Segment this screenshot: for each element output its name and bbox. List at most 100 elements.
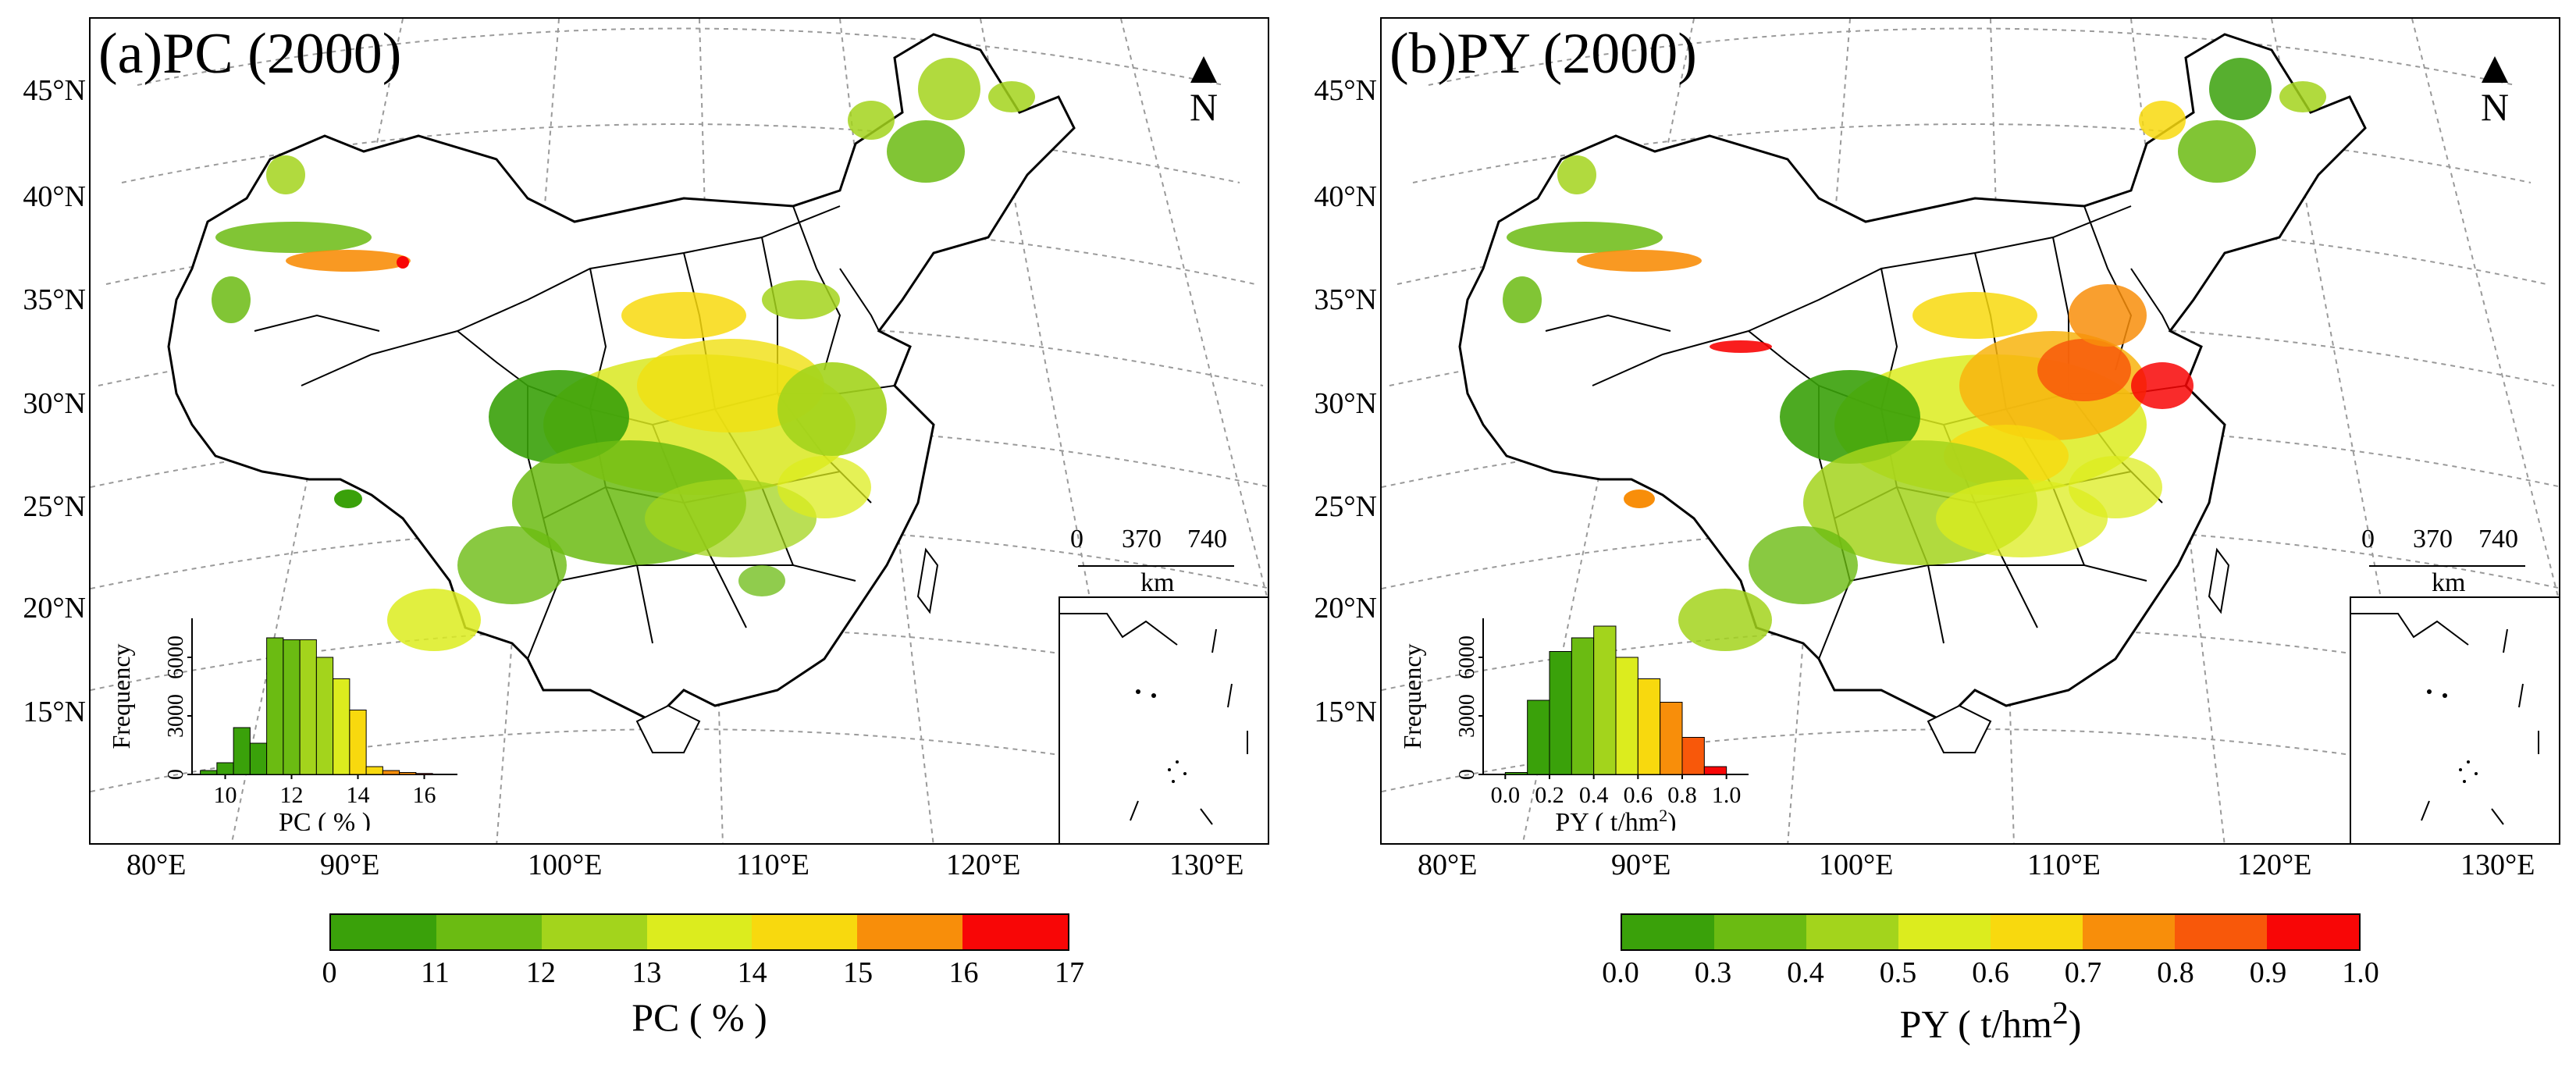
histogram-bar xyxy=(399,772,417,775)
pc-pixels xyxy=(212,58,1035,651)
legend-swatch xyxy=(541,915,647,949)
histogram-bar xyxy=(1504,772,1528,775)
histogram-bar xyxy=(1527,699,1550,775)
histogram-bar xyxy=(216,762,234,775)
x-tick-label: 0.6 xyxy=(1624,782,1653,808)
lon-label: 80°E xyxy=(126,849,187,881)
legend-swatch xyxy=(646,915,753,949)
legend-colorbar xyxy=(1621,913,2361,951)
legend-swatch xyxy=(2083,915,2175,949)
lat-label: 35°N xyxy=(23,283,86,316)
legend-title: PY ( t/hm2) xyxy=(1899,995,2082,1046)
y-tick-label: 3000 xyxy=(1455,694,1479,738)
lat-label: 30°N xyxy=(1314,387,1377,420)
map-panel-b: (b)PY (2000) N 0 370 740 km 0 3000 6000 Fre… xyxy=(1380,17,2560,845)
lat-label: 30°N xyxy=(23,387,86,420)
lon-label: 120°E xyxy=(946,849,1021,881)
x-tick-label: 10 xyxy=(214,782,237,808)
legend-title: PC ( % ) xyxy=(632,995,767,1039)
histogram: 0 3000 6000 Frequency 0.0 0.2 0.4 0.6 0.8 1.0 PY (… xyxy=(1397,604,1764,837)
histogram-bar xyxy=(1571,637,1595,775)
legend-swatch xyxy=(2175,915,2267,949)
histogram-bar xyxy=(233,727,251,775)
legend-swatch xyxy=(962,915,1069,949)
legend-swatch xyxy=(1806,915,1898,949)
lat-label: 35°N xyxy=(1314,283,1377,316)
lon-label: 130°E xyxy=(2460,849,2535,881)
lon-label: 90°E xyxy=(1611,849,1671,881)
histogram-bar xyxy=(1703,766,1727,775)
x-tick-label: 0.4 xyxy=(1579,782,1609,808)
lat-label: 20°N xyxy=(23,592,86,625)
x-tick-label: 14 xyxy=(347,782,370,808)
map-canvas xyxy=(1382,19,2559,843)
histogram: 0 3000 6000 Frequency 10 12 14 16 PC ( % ) xyxy=(106,604,473,837)
x-tick-label: 16 xyxy=(413,782,436,808)
histogram-bar xyxy=(315,657,334,775)
y-tick-label: 0 xyxy=(164,769,188,780)
lat-label: 25°N xyxy=(23,490,86,523)
map-panel-a: (a)PC (2000) N 0 370 740 km 0 3000 6000 Fre… xyxy=(89,17,1269,845)
south-china-sea-inset xyxy=(1059,596,1268,843)
north-arrow-icon: N xyxy=(2471,56,2518,126)
y-tick-label: 3000 xyxy=(164,694,188,738)
x-tick-label: 12 xyxy=(280,782,304,808)
lon-label: 100°E xyxy=(528,849,603,881)
y-axis-label: Frequency xyxy=(107,643,135,749)
histogram-bar xyxy=(349,710,367,775)
legend-swatch xyxy=(1622,915,1714,949)
legend-swatch xyxy=(857,915,963,949)
lon-label: 90°E xyxy=(320,849,380,881)
histogram-bar xyxy=(1593,625,1617,775)
histogram-bar xyxy=(1549,651,1572,775)
py-pixels xyxy=(1503,58,2326,651)
islands xyxy=(2427,689,2478,783)
histogram-bar xyxy=(1681,737,1705,775)
color-legend-pc: 0 11 12 13 14 15 16 17 PC ( % ) xyxy=(322,913,1085,1040)
x-tick-label: 0.2 xyxy=(1535,782,1564,808)
x-tick-label: 0.8 xyxy=(1667,782,1697,808)
histogram-bar xyxy=(249,742,268,775)
x-tick-label: 0.0 xyxy=(1491,782,1521,808)
histogram-bar xyxy=(299,639,317,775)
lon-label: 120°E xyxy=(2237,849,2312,881)
legend-swatch xyxy=(436,915,542,949)
map-canvas xyxy=(91,19,1268,843)
legend-colorbar xyxy=(329,913,1069,951)
lat-label: 40°N xyxy=(1314,180,1377,213)
legend-swatch xyxy=(1714,915,1806,949)
lon-label: 100°E xyxy=(1819,849,1894,881)
lon-label: 80°E xyxy=(1418,849,1478,881)
x-axis-label: PY ( t/hm2) xyxy=(1555,806,1676,831)
lat-label: 40°N xyxy=(23,180,86,213)
legend-ticks: 0 11 12 13 14 15 16 17 xyxy=(322,956,1085,989)
north-arrow-icon: N xyxy=(1180,56,1227,126)
legend-ticks: 0.0 0.3 0.4 0.5 0.6 0.7 0.8 0.9 1.0 xyxy=(1602,956,2379,989)
scale-bar: 0 370 740 km xyxy=(2361,525,2541,597)
legend-swatch xyxy=(1898,915,1991,949)
lon-label: 110°E xyxy=(736,849,809,881)
y-tick-label: 6000 xyxy=(1455,635,1479,679)
histogram-bar xyxy=(266,637,284,775)
lat-label: 15°N xyxy=(23,696,86,728)
y-tick-label: 0 xyxy=(1455,769,1479,780)
lat-label: 15°N xyxy=(1314,696,1377,728)
histogram-bar xyxy=(283,639,301,775)
islands xyxy=(1136,689,1187,783)
y-tick-label: 6000 xyxy=(164,635,188,679)
lon-label: 110°E xyxy=(2027,849,2101,881)
lat-label: 45°N xyxy=(1314,74,1377,107)
panel-title: (a)PC (2000) xyxy=(98,22,402,86)
histogram-bar xyxy=(365,766,383,775)
scale-bar: 0 370 740 km xyxy=(1070,525,1250,597)
legend-swatch xyxy=(331,915,436,949)
lat-label: 45°N xyxy=(23,74,86,107)
lon-label: 130°E xyxy=(1169,849,1244,881)
legend-swatch xyxy=(752,915,858,949)
histogram-bar xyxy=(333,678,350,775)
histogram-bar xyxy=(1615,657,1638,775)
x-axis-label: PC ( % ) xyxy=(279,808,371,831)
histogram-bar xyxy=(200,770,218,775)
legend-swatch xyxy=(1991,915,2083,949)
histogram-bar xyxy=(1637,678,1661,775)
